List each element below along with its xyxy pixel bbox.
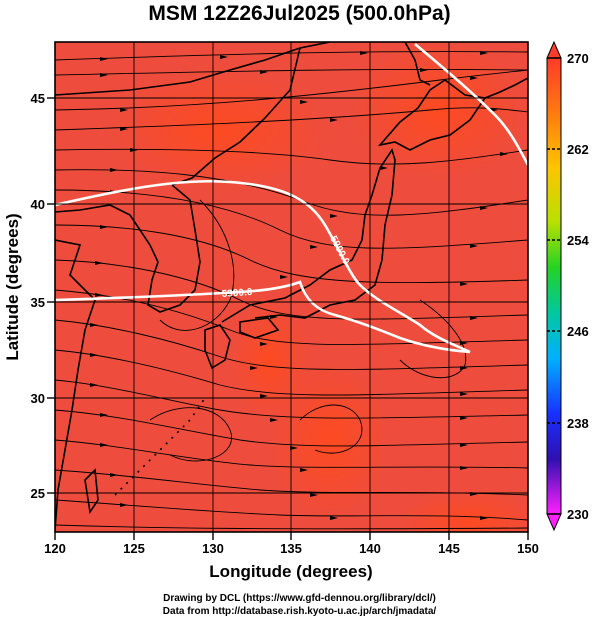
coast-sakhalin bbox=[404, 42, 431, 86]
x-tick-label: 125 bbox=[123, 541, 145, 556]
coast-kyushu bbox=[204, 324, 231, 370]
colorbar-tick-label: 246 bbox=[567, 324, 589, 339]
x-tick-label: 120 bbox=[44, 541, 66, 556]
contour-line-north bbox=[55, 179, 471, 354]
graticule bbox=[55, 42, 528, 532]
coastlines bbox=[55, 42, 528, 531]
x-tick-marks bbox=[54, 532, 529, 540]
coast-china bbox=[55, 239, 96, 531]
x-tick-label: 130 bbox=[202, 541, 224, 556]
coast-primorye bbox=[171, 47, 301, 186]
contour-line-east bbox=[414, 43, 528, 166]
colorbar-min-triangle bbox=[546, 513, 562, 532]
credit-line-1: Drawing by DCL (https://www.gfd-dennou.o… bbox=[163, 593, 436, 604]
y-tick-label: 25 bbox=[31, 486, 45, 501]
credit-text: Drawing by DCL (https://www.gfd-dennou.o… bbox=[0, 592, 599, 618]
x-tick-label: 140 bbox=[359, 541, 381, 556]
colorbar-gradient bbox=[546, 57, 562, 515]
colorbar-tick-label: 238 bbox=[567, 416, 589, 431]
coast-korea bbox=[55, 184, 201, 313]
x-axis-label: Longitude (degrees) bbox=[209, 562, 372, 581]
coast-kurils bbox=[484, 77, 528, 99]
colorbar-tick-label: 270 bbox=[567, 51, 589, 66]
map-title: MSM 12Z26Jul2025 (500.0hPa) bbox=[148, 2, 451, 25]
contour-label-2: 5900.0 bbox=[221, 287, 253, 300]
y-axis-label: Latitude (degrees) bbox=[3, 213, 22, 360]
colorbar-tick-label: 230 bbox=[567, 507, 589, 522]
colorbar-max-triangle bbox=[546, 40, 562, 59]
x-tick-label: 135 bbox=[280, 541, 302, 556]
contour-line-south bbox=[55, 280, 471, 354]
x-tick-label: 150 bbox=[517, 541, 539, 556]
height-contour-5900 bbox=[55, 43, 528, 354]
temperature-field bbox=[55, 42, 528, 532]
colorbar-tick-label: 262 bbox=[567, 142, 589, 157]
y-tick-marks bbox=[47, 97, 55, 494]
credit-line-2: Data from http://database.rish.kyoto-u.a… bbox=[162, 606, 437, 617]
y-tick-label: 30 bbox=[31, 391, 45, 406]
streamline-arrows bbox=[90, 51, 508, 520]
colorbar-tick-label: 254 bbox=[567, 233, 589, 248]
y-tick-label: 40 bbox=[31, 197, 45, 212]
coast-honshu bbox=[221, 148, 396, 323]
wind-streamlines bbox=[55, 51, 528, 530]
coast-shikoku bbox=[239, 317, 280, 339]
y-tick-label: 35 bbox=[31, 295, 45, 310]
colorbar: 270 262 254 246 238 230 bbox=[546, 40, 589, 532]
x-tick-label: 145 bbox=[438, 541, 460, 556]
y-tick-label: 45 bbox=[31, 91, 45, 106]
